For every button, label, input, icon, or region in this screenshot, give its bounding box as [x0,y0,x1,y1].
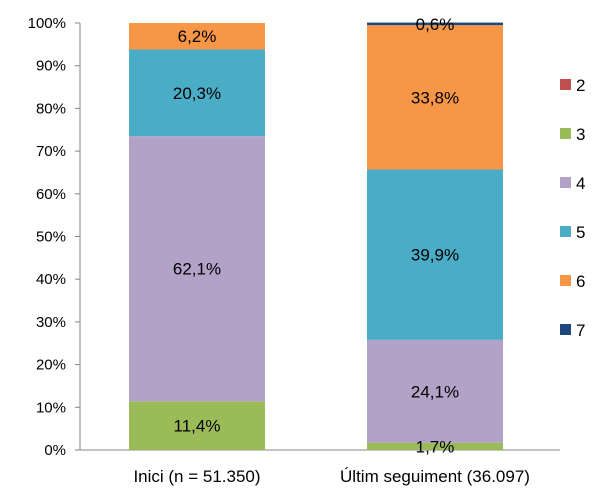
data-label: 1,7% [416,437,455,456]
y-tick-label: 0% [44,442,66,459]
y-axis: 0% 10% 20% 30% 40% 50% 60% 70% 80% 90% 100% [28,15,560,459]
data-label: 20,3% [173,84,221,103]
data-label: 62,1% [173,260,221,279]
legend-swatch [560,79,571,90]
y-tick-label: 80% [36,100,66,117]
legend-label: 7 [576,321,585,340]
data-label: 6,2% [178,27,217,46]
data-label: 24,1% [411,382,459,401]
bar-segment [367,22,503,26]
y-tick-label: 20% [36,357,66,374]
bar-segment [129,49,265,137]
legend-label: 6 [576,272,585,291]
legend: 2 3 4 5 6 7 [560,76,585,340]
y-tick-label: 30% [36,314,66,331]
legend-swatch [560,275,571,286]
bar-segment [129,401,265,450]
data-label: 0,6% [416,15,455,34]
legend-label: 3 [576,125,585,144]
legend-label: 2 [576,76,585,95]
y-tick-label: 60% [36,186,66,203]
y-tick-label: 100% [28,15,66,32]
y-tick-label: 40% [36,271,66,288]
y-tick-label: 50% [36,229,66,246]
data-labels: 11,4% 62,1% 20,3% 6,2% 1,7% 24,1% 39,9% 33,8% 0,… [173,15,459,457]
bar-segment [367,169,503,340]
data-label: 39,9% [411,246,459,265]
bar-segment [367,339,503,443]
category-label: Inici (n = 51.350) [133,467,260,486]
category-labels: Inici (n = 51.350) Últim seguiment (36.09… [133,467,530,486]
data-label: 11,4% [174,417,221,436]
bar-segment [367,442,503,450]
y-tick-label: 10% [36,399,66,416]
bar-segment [129,23,265,50]
legend-label: 4 [576,174,585,193]
legend-swatch [560,226,571,237]
legend-swatch [560,177,571,188]
y-tick-label: 90% [36,58,66,75]
bars [129,22,503,450]
category-label: Últim seguiment (36.097) [340,467,530,486]
data-label: 33,8% [411,88,459,107]
y-tick-label: 70% [36,143,66,160]
legend-swatch [560,324,571,335]
bar-segment [367,25,503,170]
legend-swatch [560,128,571,139]
legend-label: 5 [576,223,585,242]
bar-segment [129,136,265,402]
